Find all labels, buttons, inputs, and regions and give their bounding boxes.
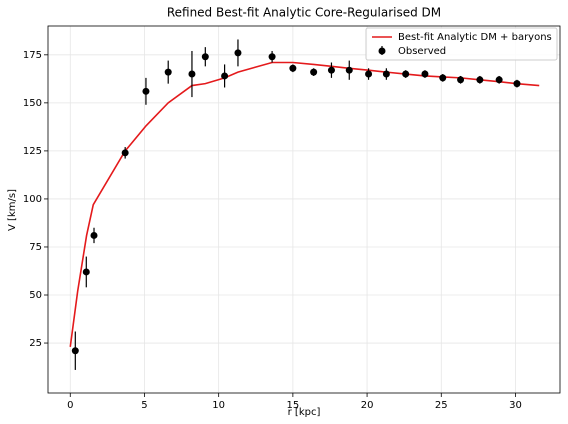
x-tick-label: 10 [212,400,225,411]
x-tick-label: 30 [509,400,522,411]
plot-area [48,26,560,393]
data-point [421,70,429,78]
axes-frame [47,25,561,394]
data-point [345,66,353,74]
data-point [71,347,79,355]
x-axis-label: r [kpc] [288,407,321,418]
legend-marker [378,47,386,55]
x-tick-label: 20 [361,400,374,411]
data-point [188,70,196,78]
data-point [90,231,98,239]
x-tick-label: 5 [141,400,147,411]
data-point [513,80,521,88]
data-point [439,74,447,82]
data-point [495,76,503,84]
legend-label: Observed [398,46,446,57]
chart-title: Refined Best-fit Analytic Core-Regularis… [167,6,441,20]
data-point [310,68,318,76]
legend: Best-fit Analytic DM + baryons Observed [365,27,558,61]
data-point [234,49,242,57]
y-axis-label: V [km/s] [7,189,18,231]
legend-label: Best-fit Analytic DM + baryons [398,32,552,43]
data-point [82,268,90,276]
x-tick-label: 15 [287,400,300,411]
y-tick-label: 50 [29,290,42,301]
y-tick-label: 125 [23,146,42,157]
data-point [268,53,276,61]
data-point [476,76,484,84]
y-tick-label: 25 [29,338,42,349]
legend-box [365,27,558,61]
data-point [142,87,150,95]
data-point [164,68,172,76]
y-tick-label: 175 [23,50,42,61]
data-line [69,61,540,347]
y-tick-label: 100 [23,194,42,205]
data-point [201,53,209,61]
data-point [402,70,410,78]
x-tick-label: 0 [67,400,73,411]
data-point [221,72,229,80]
data-point [121,149,129,157]
data-point [327,66,335,74]
x-tick-label: 25 [435,400,448,411]
data-point [382,70,390,78]
data-point [365,70,373,78]
data-point [457,76,465,84]
data-point [289,64,297,72]
y-tick-label: 75 [29,242,42,253]
y-tick-label: 150 [23,98,42,109]
